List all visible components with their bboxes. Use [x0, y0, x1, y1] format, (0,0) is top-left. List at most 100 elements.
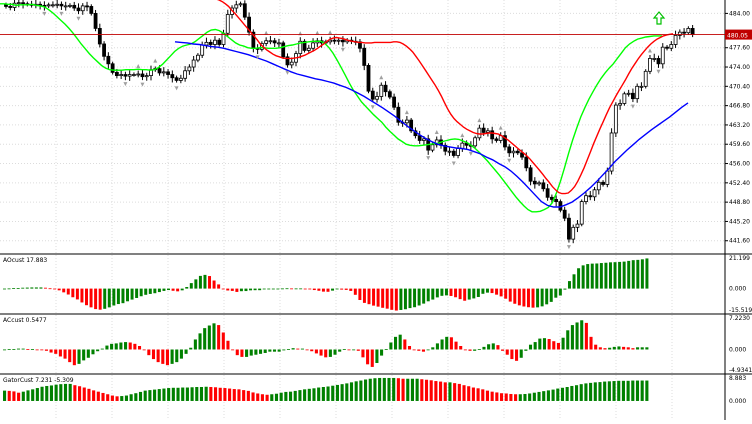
histogram-bar-up [171, 387, 175, 401]
candle-bull [204, 41, 209, 46]
histogram-bar-up [54, 384, 58, 401]
histogram-bar-down [362, 288, 366, 303]
histogram-bar-up [212, 323, 216, 350]
histogram-bar-up [413, 288, 417, 308]
histogram-bar-down [221, 332, 225, 350]
histogram-bar-up [130, 288, 134, 300]
fractal-down-icon [123, 82, 128, 87]
histogram-bar-up [103, 288, 107, 309]
histogram-bar-down [26, 349, 30, 350]
histogram-bar-up [31, 389, 35, 401]
histogram-bar-up [280, 288, 284, 290]
histogram-bar-up [59, 384, 63, 401]
histogram-bar-down [443, 382, 447, 401]
histogram-bar-up [180, 288, 184, 291]
histogram-bar-down [459, 346, 463, 350]
fractal-up-icon [460, 133, 465, 138]
fractal-down-icon [426, 156, 431, 161]
histogram-bar-up [244, 288, 248, 292]
candle-bull [422, 138, 426, 141]
histogram-bar-down [401, 378, 405, 401]
candle-bear [601, 181, 605, 185]
candle-bull [635, 85, 640, 100]
current-price-label: 480.05 [727, 33, 748, 40]
histogram-bar-down [353, 288, 357, 295]
histogram-bar-down [305, 349, 309, 351]
candle-bear [545, 188, 550, 198]
fractal-down-icon [255, 55, 260, 60]
fractal-down-icon [174, 86, 179, 91]
pane-axis-label: 0.000 [729, 398, 746, 405]
histogram-bar-up [21, 287, 25, 289]
candle-bear [166, 71, 170, 75]
candle-bull [191, 59, 196, 68]
histogram-bar-up [640, 347, 644, 350]
histogram-bar-down [94, 288, 98, 310]
histogram-bar-up [340, 384, 344, 401]
fractal-up-icon [434, 129, 439, 134]
histogram-bar-up [194, 279, 198, 289]
histogram-bar-up [198, 275, 202, 289]
candle-bear [140, 73, 145, 78]
histogram-bar-up [181, 387, 185, 401]
candle-bear [417, 135, 422, 141]
histogram-bar-up [175, 349, 179, 363]
candle-bear [507, 146, 512, 154]
candle-bear [85, 5, 89, 8]
axis-label: 484.00 [729, 10, 750, 17]
histogram-bar-down [367, 288, 371, 305]
pane-title: ACcust 0.5477 [3, 317, 47, 324]
histogram-bar-down [290, 288, 294, 290]
histogram-bar-up [448, 382, 452, 401]
histogram-bar-up [392, 377, 396, 401]
histogram-bar-up [566, 330, 570, 350]
histogram-bar-up [590, 263, 594, 289]
histogram-bar-up [303, 389, 307, 401]
candle-bull [596, 181, 601, 191]
histogram-bar-up [284, 391, 288, 401]
histogram-bar-down [439, 381, 443, 401]
histogram-bar-up [635, 380, 640, 401]
histogram-bar-up [621, 380, 625, 401]
axis-label: 477.60 [729, 45, 750, 52]
histogram-bar-up [271, 288, 275, 290]
candle-bull [178, 77, 183, 81]
candle-bull [652, 58, 657, 60]
candle-bear [72, 4, 77, 9]
histogram-bar-down [235, 349, 239, 356]
candle-bull [626, 92, 631, 95]
histogram-bar-down [226, 288, 230, 291]
histogram-bar-up [185, 287, 189, 289]
histogram-bar-up [276, 288, 280, 290]
candle-bull [375, 96, 379, 100]
histogram-bar-up [207, 325, 211, 350]
histogram-bar-down [504, 393, 508, 401]
histogram-bar-down [209, 387, 213, 401]
histogram-bar-down [340, 288, 344, 290]
candle-bear [409, 119, 414, 132]
histogram-bar-down [467, 386, 471, 401]
candle-bull [379, 84, 384, 97]
histogram-bar-up [7, 349, 11, 350]
candle-bear [524, 156, 529, 169]
candle-bear [247, 16, 251, 33]
histogram-bar-down [7, 390, 11, 401]
histogram-bar-up [245, 349, 249, 357]
histogram-bar-down [326, 288, 330, 292]
histogram-bar-up [189, 347, 193, 350]
candle-bear [541, 182, 546, 190]
histogram-bar-down [462, 385, 466, 401]
histogram-bar-down [246, 390, 250, 401]
histogram-bar-down [80, 288, 84, 303]
histogram-bar-up [157, 389, 161, 401]
fractal-down-icon [451, 161, 456, 166]
histogram-bar-down [89, 288, 93, 308]
histogram-bar-down [68, 349, 72, 363]
histogram-bar-up [121, 288, 125, 304]
fractal-up-icon [136, 63, 141, 68]
histogram-bar-up [26, 390, 30, 401]
histogram-bar-down [513, 288, 517, 304]
histogram-bar-up [431, 347, 435, 350]
